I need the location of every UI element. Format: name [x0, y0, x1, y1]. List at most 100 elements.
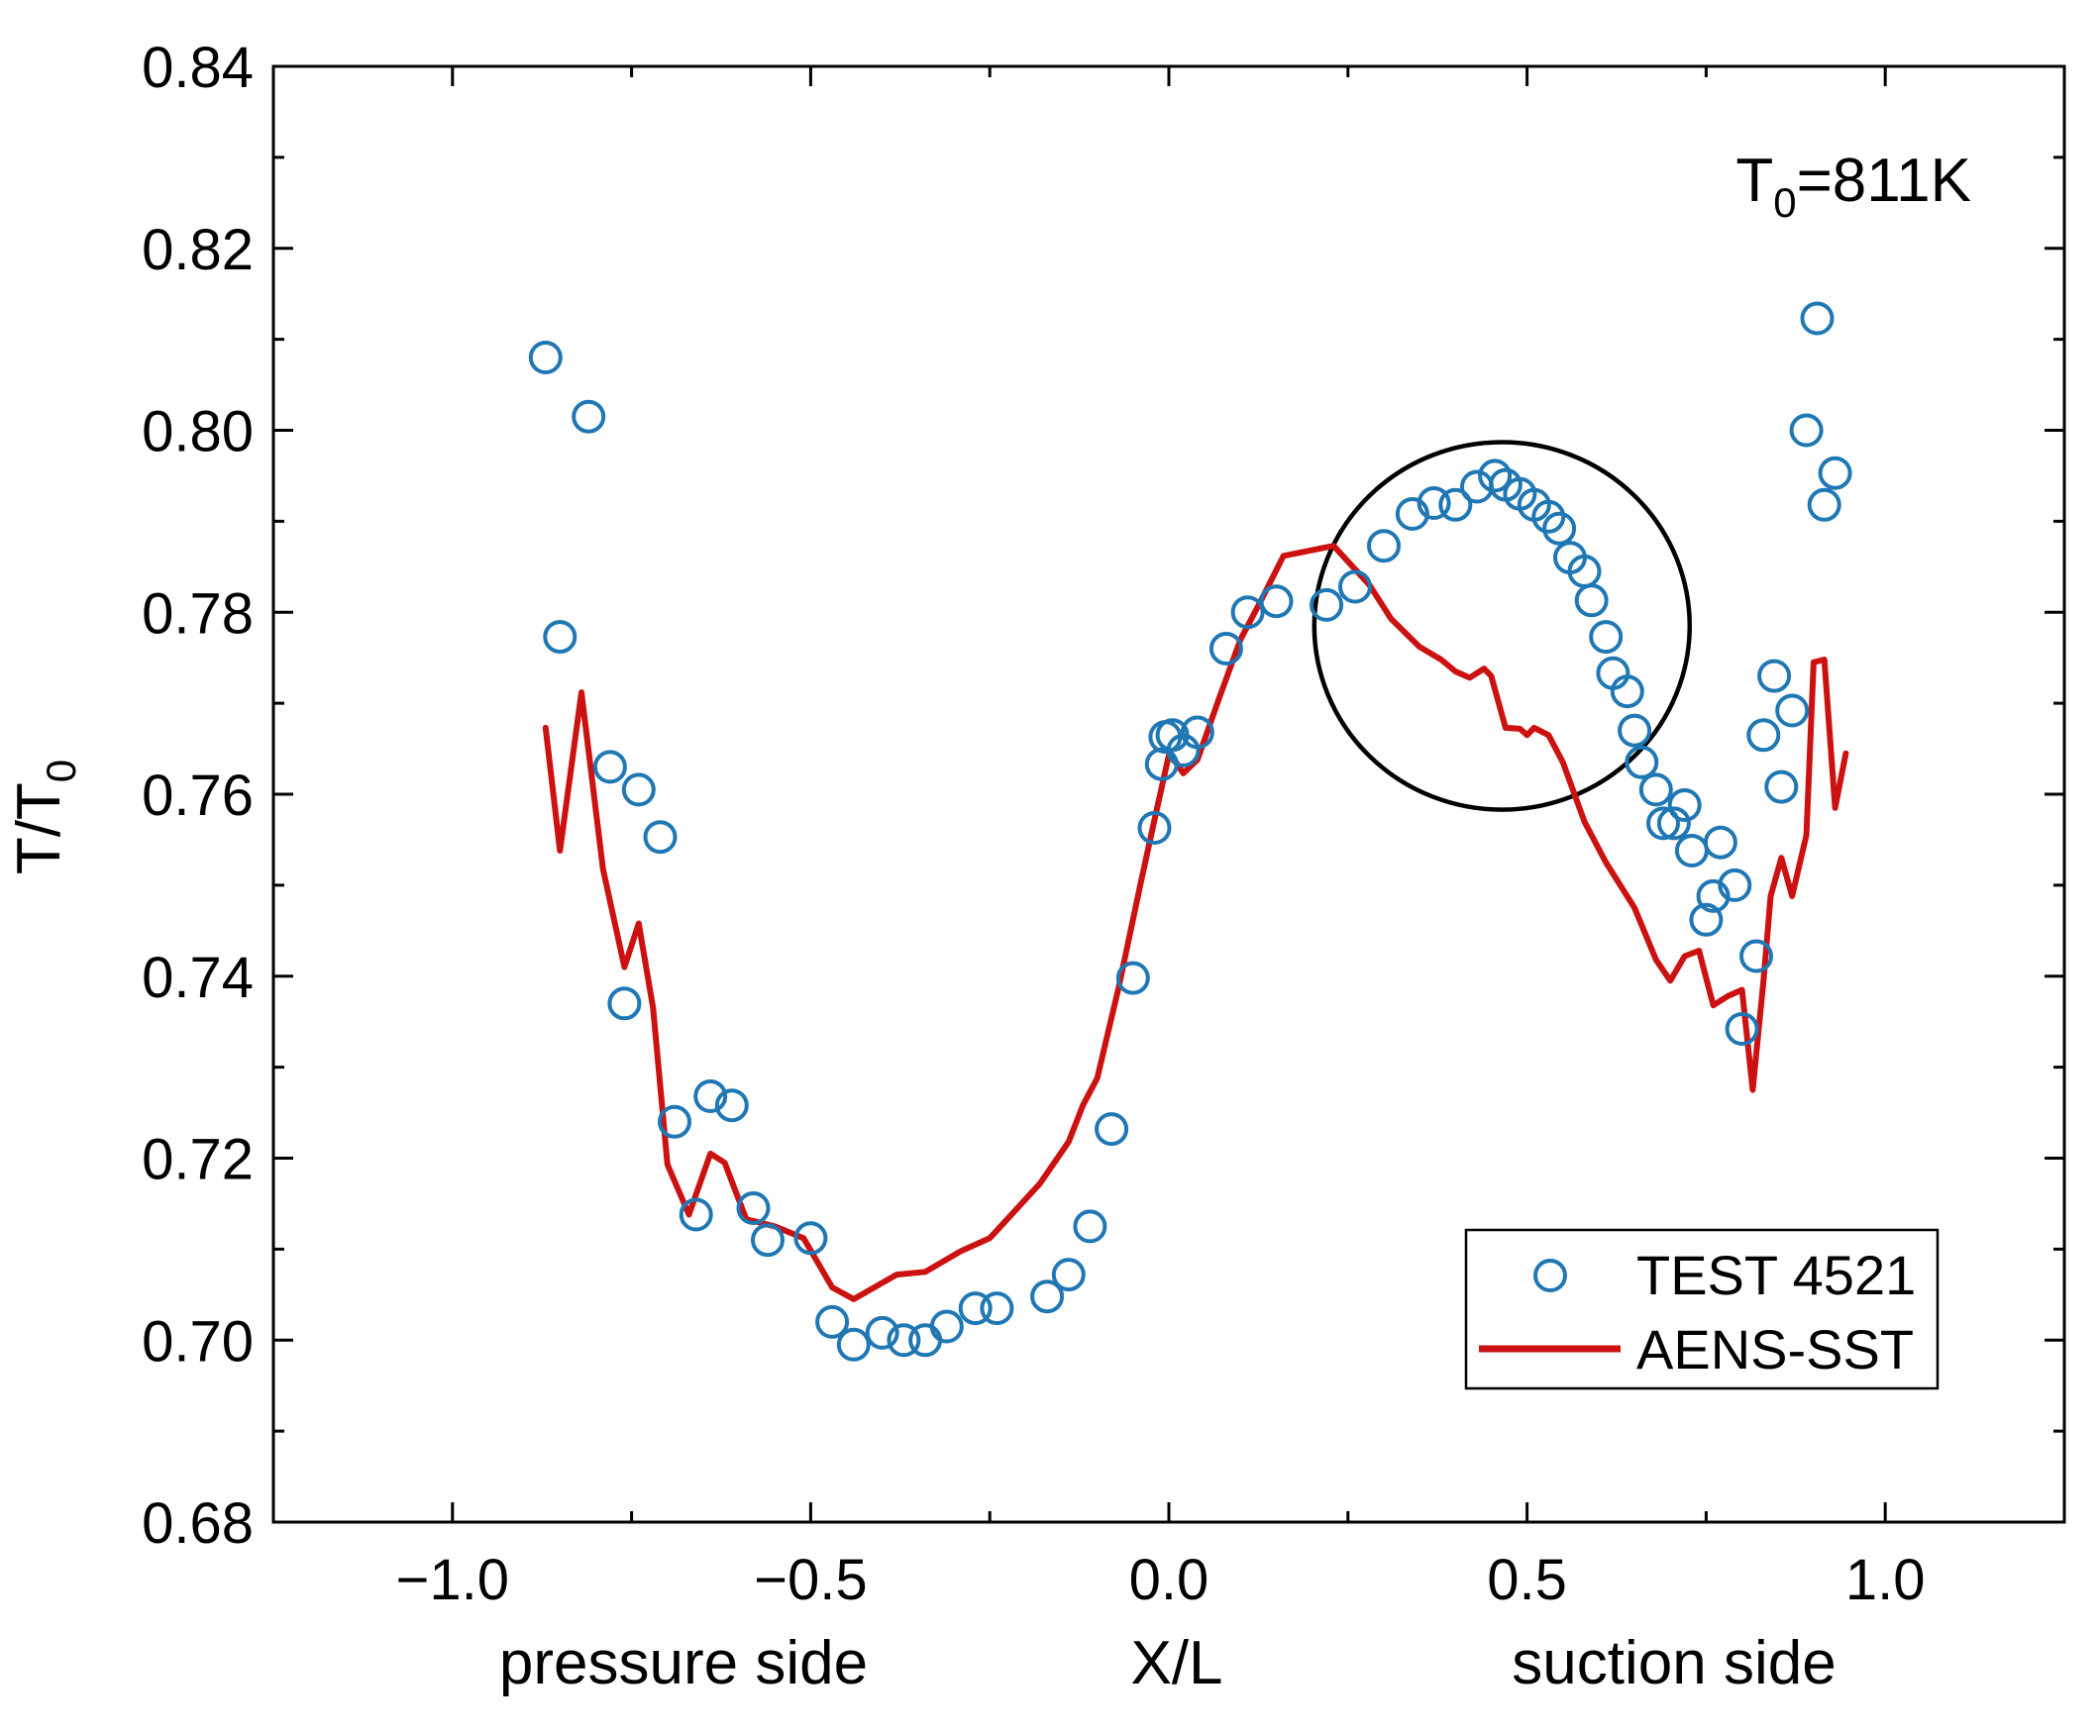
data-point-test-4521 [793, 1221, 828, 1256]
data-point-test-4521 [980, 1291, 1014, 1326]
data-point-test-4521 [1764, 769, 1799, 804]
data-point-test-4521 [1674, 834, 1709, 868]
y-tick-labels: 0.68 0.70 0.72 0.74 0.76 0.78 0.80 0.82 0.84 [142, 36, 254, 1556]
data-point-test-4521 [1310, 587, 1344, 622]
data-point-test-4521 [1638, 772, 1673, 807]
y-tick-label: 0.68 [142, 1491, 254, 1556]
legend: TEST 4521 AENS-SST [1464, 1228, 1940, 1390]
y-axis-label-subscript: 0 [38, 760, 84, 782]
plot-frame [271, 64, 2066, 1524]
data-point-test-4521 [1395, 497, 1429, 531]
y-tick-label: 0.80 [142, 400, 254, 464]
data-point-test-4521 [1367, 529, 1401, 563]
data-point-test-4521 [1073, 1209, 1107, 1244]
legend-marker-test-4521 [1533, 1259, 1567, 1292]
data-point-test-4521 [1696, 878, 1731, 913]
data-point-test-4521 [736, 1191, 771, 1225]
data-point-test-4521 [1775, 693, 1810, 728]
data-point-test-4521 [865, 1315, 899, 1350]
legend-box [1464, 1228, 1940, 1390]
data-point-test-4521 [1789, 413, 1824, 448]
axis-ticks [271, 64, 2066, 1524]
data-point-test-4521 [1051, 1258, 1086, 1292]
data-point-test-4521 [1338, 569, 1372, 604]
data-point-test-4521 [1259, 584, 1294, 619]
data-point-test-4521 [815, 1304, 850, 1339]
x-axis-label-pressure-side: pressure side [499, 1629, 868, 1697]
data-point-test-4521 [1115, 961, 1150, 995]
data-point-test-4521 [1589, 620, 1624, 655]
x-tick-labels: −1.0 −0.5 0.0 0.5 1.0 [396, 1548, 1926, 1612]
annotation-text: T0=811K [1735, 147, 1971, 226]
aens-sst-line-layer [542, 543, 1849, 1302]
data-point-test-4521 [607, 986, 642, 1021]
data-point-test-4521 [1746, 718, 1781, 753]
data-point-test-4521 [1417, 486, 1451, 520]
data-point-test-4521 [572, 399, 606, 434]
y-tick-label: 0.76 [142, 764, 254, 828]
data-point-test-4521 [1438, 487, 1473, 522]
y-tick-label: 0.82 [142, 218, 254, 282]
data-point-test-4521 [1230, 595, 1265, 630]
data-point-test-4521 [1703, 825, 1737, 860]
data-point-test-4521 [1625, 745, 1659, 779]
data-point-test-4521 [1030, 1279, 1065, 1314]
highlight-circle [1312, 440, 1693, 812]
data-point-test-4521 [887, 1323, 921, 1358]
test-4521-marker-layer [528, 301, 1852, 1362]
data-point-test-4521 [751, 1223, 785, 1258]
data-point-test-4521 [658, 1104, 691, 1139]
data-point-test-4521 [643, 820, 678, 855]
legend-label-test-4521: TEST 4521 [1636, 1244, 1916, 1306]
y-tick-label: 0.84 [142, 36, 254, 100]
data-point-test-4521 [1757, 659, 1792, 693]
data-point-test-4521 [1807, 487, 1841, 522]
data-point-test-4521 [929, 1309, 964, 1344]
data-point-test-4521 [1689, 902, 1724, 937]
data-point-test-4521 [836, 1327, 871, 1362]
x-tick-label: −1.0 [396, 1548, 510, 1612]
y-tick-label: 0.70 [142, 1309, 254, 1374]
x-axis-label-suction-side: suction side [1512, 1629, 1836, 1697]
data-point-test-4521 [1800, 301, 1835, 336]
data-point-test-4521 [693, 1079, 728, 1113]
y-tick-label: 0.74 [142, 946, 254, 1010]
data-point-test-4521 [1531, 499, 1566, 534]
data-point-test-4521 [908, 1323, 943, 1358]
data-point-test-4521 [543, 620, 578, 655]
data-point-test-4521 [679, 1197, 713, 1232]
x-axis-label: X/L [1130, 1629, 1222, 1697]
data-point-test-4521 [1610, 674, 1644, 709]
data-point-test-4521 [1095, 1112, 1129, 1147]
data-point-test-4521 [1818, 456, 1852, 490]
annotation-rest: =811K [1797, 147, 1971, 215]
data-point-test-4521 [621, 772, 656, 807]
data-point-test-4521 [714, 1088, 749, 1123]
series-line-aens-sst [542, 543, 1849, 1302]
data-point-test-4521 [1646, 806, 1680, 841]
data-point-test-4521 [1618, 713, 1652, 748]
x-tick-label: 0.0 [1129, 1548, 1209, 1612]
data-point-test-4521 [1574, 583, 1609, 618]
data-point-test-4521 [528, 341, 563, 374]
data-point-test-4521 [1656, 806, 1691, 841]
data-point-test-4521 [1478, 459, 1513, 493]
y-axis-label: T/T0 [5, 760, 84, 874]
data-point-test-4521 [1725, 1012, 1759, 1046]
data-point-test-4521 [1208, 632, 1243, 665]
x-tick-label: 1.0 [1845, 1548, 1926, 1612]
data-point-test-4521 [1542, 511, 1577, 546]
data-point-test-4521 [1137, 811, 1172, 845]
x-tick-label: −0.5 [754, 1548, 868, 1612]
highlight-ellipse [1312, 440, 1693, 812]
data-point-test-4521 [958, 1291, 993, 1326]
y-tick-label: 0.78 [142, 581, 254, 646]
legend-label-aens-sst: AENS-SST [1636, 1318, 1914, 1380]
x-tick-label: 0.5 [1487, 1548, 1567, 1612]
data-point-test-4521 [1667, 788, 1702, 822]
y-tick-label: 0.72 [142, 1128, 254, 1192]
annotation-subscript: 0 [1773, 179, 1796, 226]
data-point-test-4521 [1739, 939, 1773, 973]
data-point-test-4521 [1718, 868, 1752, 902]
